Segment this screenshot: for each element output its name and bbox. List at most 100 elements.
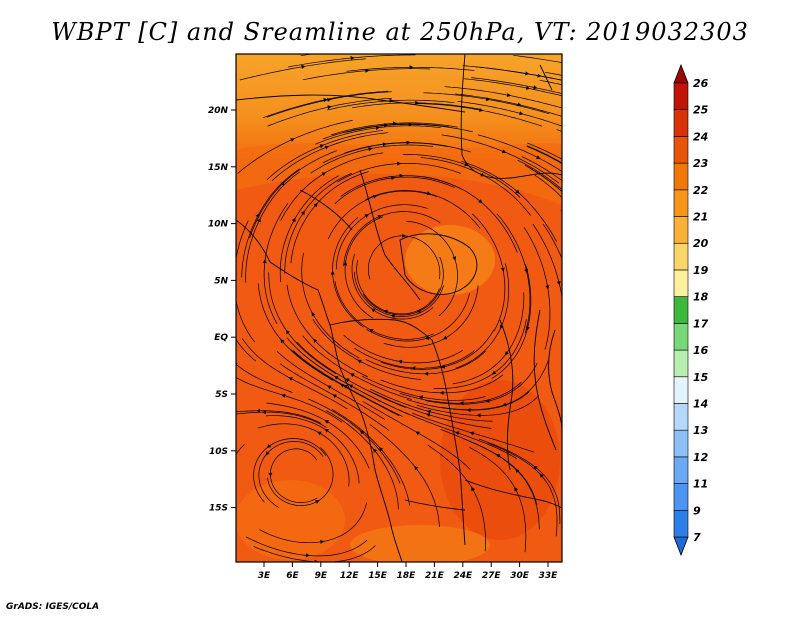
lon-label: 12E — [340, 571, 360, 581]
colorbar-label: 26 — [693, 77, 709, 90]
streamline-arrow — [280, 339, 285, 344]
streamline-arrow — [257, 218, 261, 223]
streamline-arrow — [424, 371, 429, 376]
streamline-arrow — [377, 215, 383, 219]
streamline — [236, 363, 293, 393]
streamline-arrow — [350, 373, 355, 377]
colorbar-segment — [673, 509, 689, 538]
lat-label: 15N — [208, 163, 229, 173]
plot-frame — [235, 53, 563, 563]
lat-label: 15S — [209, 504, 228, 514]
streamline-arrow — [384, 123, 389, 128]
streamline — [513, 54, 562, 63]
streamline-arrow — [504, 351, 509, 356]
lon-label: 21E — [425, 571, 445, 581]
streamline — [236, 411, 327, 428]
streamline-arrow — [506, 93, 512, 97]
streamline-arrow — [288, 377, 293, 381]
streamline-arrow — [418, 395, 424, 400]
lat-label: 10N — [208, 220, 229, 230]
streamline-arrow — [414, 465, 419, 471]
colorbar-segment — [673, 429, 689, 458]
colorbar-label: 25 — [693, 104, 709, 117]
streamline-arrow — [466, 408, 471, 413]
streamline-arrow — [502, 402, 507, 407]
wbpt-field — [236, 47, 562, 562]
field-south-patch — [350, 525, 490, 562]
lon-axis: 3E 6E 9E 12E 15E 18E 21E 24E 27E 30E 33E — [258, 562, 558, 581]
lon-label: 15E — [368, 571, 388, 581]
colorbar: 7 9 11 12 13 14 15 16 17 18 19 20 21 22 23 24 25 26 — [673, 63, 709, 557]
colorbar-label: 7 — [693, 531, 701, 544]
streamline-arrow — [343, 385, 348, 389]
streamline-arrow — [365, 68, 370, 73]
streamline-arrow — [537, 73, 542, 78]
streamline — [521, 156, 562, 182]
field-sw-patch — [236, 480, 345, 560]
streamline-arrow — [415, 100, 420, 105]
streamline-arrow — [324, 420, 329, 424]
colorbar-label: 20 — [693, 237, 709, 250]
lat-label: 10S — [209, 447, 228, 457]
field-warm-patch — [405, 225, 495, 295]
streamline-arrow — [500, 267, 505, 272]
streamline-arrow — [479, 108, 484, 112]
streamline-arrow — [491, 370, 497, 375]
streamline — [544, 71, 562, 76]
colorbar-segment — [673, 349, 689, 378]
streamline — [463, 78, 562, 97]
colorbar-label: 19 — [693, 264, 709, 277]
colorbar-label: 15 — [693, 371, 709, 384]
streamline-arrow — [499, 324, 504, 330]
lat-label: 20N — [208, 106, 229, 116]
streamline-arrow — [317, 431, 322, 436]
streamline-arrow — [268, 472, 273, 477]
field-north-band — [236, 54, 562, 159]
streamline — [556, 129, 562, 132]
streamline-arrow — [281, 393, 286, 398]
streamline-arrow — [368, 147, 373, 152]
streamline-arrow — [324, 428, 329, 433]
streamline-arrow — [357, 359, 362, 364]
colorbar-label: 21 — [693, 211, 708, 224]
colorbar-segment — [673, 323, 689, 351]
streamline-arrow — [442, 335, 448, 340]
streamline-arrow — [345, 378, 350, 383]
streamline-arrow — [332, 394, 337, 399]
streamline-arrow — [402, 233, 407, 238]
streamline-arrow — [426, 191, 431, 196]
streamline-arrow — [390, 314, 396, 319]
colorbar-label: 13 — [693, 424, 709, 437]
colorbar-label: 12 — [693, 451, 709, 464]
colorbar-segment — [673, 136, 689, 164]
streamline-arrow — [452, 256, 457, 261]
lon-label: 3E — [258, 571, 271, 581]
chart-title: WBPT [C] and Sreamline at 250hPa, VT: 20… — [51, 18, 749, 46]
streamline-arrow — [327, 98, 332, 102]
streamline-arrow — [334, 376, 339, 380]
streamline-arrow — [372, 194, 378, 199]
streamline-arrow — [399, 173, 404, 178]
streamline-arrow — [459, 401, 464, 406]
streamline-arrow — [265, 451, 270, 456]
streamline — [527, 142, 562, 160]
streamline-arrow — [379, 447, 384, 452]
colorbar-segment — [673, 269, 689, 297]
streamline-arrow — [397, 359, 403, 364]
lon-label: 27E — [482, 571, 502, 581]
streamline-arrow — [471, 486, 475, 492]
streamline-arrow — [455, 431, 460, 436]
colorbar-label: 9 — [693, 504, 701, 517]
lon-label: 24E — [453, 571, 473, 581]
streamline-arrow — [536, 155, 541, 159]
streamline-arrow — [373, 448, 378, 453]
lon-label: 18E — [397, 571, 417, 581]
streamline-arrow — [363, 47, 367, 51]
streamline — [444, 86, 562, 109]
streamline-arrow — [311, 312, 316, 317]
streamline-arrow — [495, 454, 501, 458]
colorbar-segment — [673, 82, 689, 111]
streamline-arrow — [301, 210, 305, 216]
streamline — [236, 220, 255, 343]
